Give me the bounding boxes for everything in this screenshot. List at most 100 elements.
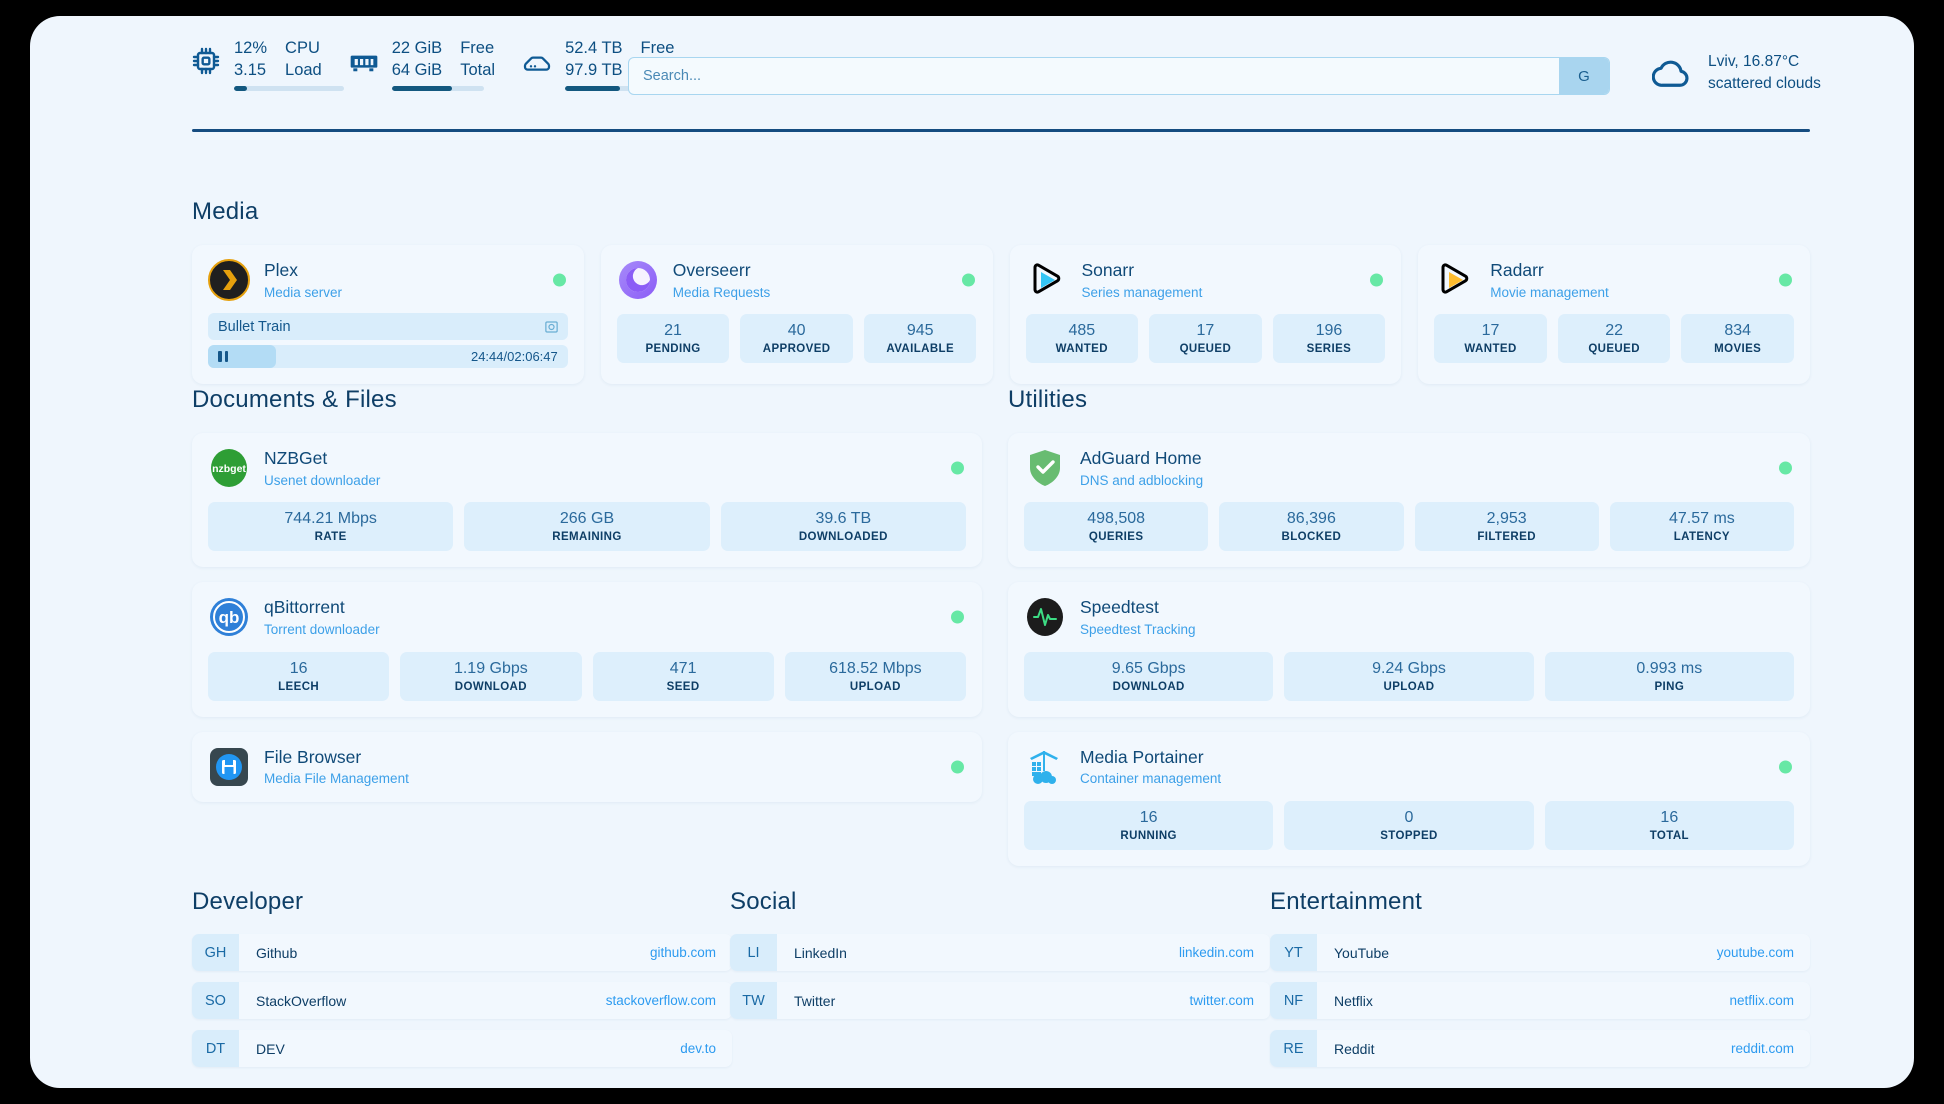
file-browser-subtitle: Media File Management [264,771,409,787]
service-card-qbittorrent[interactable]: qb qBittorrent Torrent downloader 16 LEE… [192,582,982,717]
speedtest-icon [1024,596,1066,638]
portainer-status-indicator [1779,760,1792,774]
portainer-total-value: 16 [1660,808,1679,826]
bookmark-linkedin[interactable]: LI LinkedIn linkedin.com [730,934,1270,971]
disk-icon [521,45,553,77]
plex-progress-fill [208,345,277,369]
svg-text:qb: qb [219,608,240,627]
bookmark-github[interactable]: GH Github github.com [192,934,732,971]
cpu-label-line1: CPU [285,38,320,57]
qbittorrent-stat-upload: 618.52 Mbps UPLOAD [784,651,966,701]
adguard-latency-value: 47.57 ms [1668,510,1735,528]
bookmark-name: Reddit [1334,1040,1375,1057]
search-bar[interactable]: G [628,57,1610,95]
adguard-stat-blocked: 86,396 BLOCKED [1219,502,1404,552]
nzbget-remaining-label: REMAINING [552,531,622,544]
bookmark-group-entertainment: Entertainment YT YouTube youtube.com NF … [1270,888,1810,1078]
bookmark-abbr: SO [192,982,239,1019]
overseerr-stat-pending: 21 PENDING [616,314,730,364]
section-utilities: Utilities AdGuard Home DNS and adblockin… [1008,386,1810,866]
service-card-adguard[interactable]: AdGuard Home DNS and adblocking 498,508 … [1008,433,1810,568]
bookmark-url: netflix.com [1729,993,1794,1008]
plex-total: 02:06:47 [507,349,558,365]
bookmark-stackoverflow[interactable]: SO StackOverflow stackoverflow.com [192,982,732,1019]
portainer-stat-running: 16 RUNNING [1024,800,1274,850]
adguard-name: AdGuard Home [1080,448,1202,468]
service-card-nzbget[interactable]: nzbget NZBGet Usenet downloader 744.21 M… [192,433,982,568]
radarr-queued-value: 22 [1605,322,1624,340]
bookmark-title-social: Social [730,888,797,915]
cpu-usage-value: 12% [234,38,268,57]
portainer-stat-total: 16 TOTAL [1544,800,1794,850]
google-search-button[interactable]: G [1559,58,1609,94]
qbittorrent-stat-download: 1.19 Gbps DOWNLOAD [400,651,582,701]
bookmark-youtube[interactable]: YT YouTube youtube.com [1270,934,1810,971]
adguard-subtitle: DNS and adblocking [1080,472,1204,488]
weather-widget: Lviv, 16.87°C scattered clouds [1652,51,1821,96]
bookmark-netflix[interactable]: NF Netflix netflix.com [1270,982,1810,1019]
qbittorrent-stat-seed: 471 SEED [592,651,774,701]
speedtest-name: Speedtest [1080,597,1159,618]
qbittorrent-leech-value: 16 [289,659,308,677]
pause-icon[interactable] [218,351,228,363]
cloud-icon [1652,52,1694,94]
adguard-queries-label: QUERIES [1088,531,1144,544]
radarr-movies-value: 834 [1724,322,1752,340]
service-card-file-browser[interactable]: File Browser Media File Management [192,731,982,802]
bookmark-name: Github [256,944,298,961]
plex-progress-bar[interactable]: 24:44/02:06:47 [208,345,568,369]
bookmark-twitter[interactable]: TW Twitter twitter.com [730,982,1270,1019]
cast-icon[interactable] [544,319,559,334]
nzbget-stat-remaining: 266 GB REMAINING [464,502,710,552]
service-card-overseerr[interactable]: Overseerr Media Requests 21 PENDING 40 A… [600,245,993,385]
qbittorrent-seed-label: SEED [666,680,700,693]
sonarr-stat-queued: 17 QUEUED [1149,314,1262,364]
qbittorrent-download-label: DOWNLOAD [454,680,527,693]
sonarr-series-value: 196 [1315,322,1343,340]
service-card-radarr[interactable]: Radarr Movie management 17 WANTED 22 QUE… [1418,245,1810,385]
section-documents: Documents & Files nzbget NZBGet Usenet d… [192,386,982,802]
nzbget-stat-rate: 744.21 Mbps RATE [208,502,454,552]
service-card-portainer[interactable]: Media Portainer Container management 16 … [1008,731,1810,866]
portainer-stat-stopped: 0 STOPPED [1284,800,1534,850]
qbittorrent-stat-leech: 16 LEECH [208,651,390,701]
adguard-stat-queries: 498,508 QUERIES [1024,502,1209,552]
bookmark-group-social: Social LI LinkedIn linkedin.com TW Twitt… [730,888,1270,1030]
search-input[interactable] [629,58,1559,94]
bookmark-reddit[interactable]: RE Reddit reddit.com [1270,1030,1810,1067]
sonarr-queued-value: 17 [1196,322,1215,340]
plex-time: 24:44/02:06:47 [471,349,558,364]
bookmark-group-developer: Developer GH Github github.com SO StackO… [192,888,732,1078]
radarr-subtitle: Movie management [1490,284,1609,300]
service-card-sonarr[interactable]: Sonarr Series management 485 WANTED 17 Q… [1009,245,1402,385]
nzbget-subtitle: Usenet downloader [264,472,381,488]
bookmark-abbr: DT [192,1030,239,1067]
svg-text:nzbget: nzbget [212,463,246,475]
plex-now-playing[interactable]: Bullet Train [208,313,568,341]
memory-total-value: 64 GiB [391,61,443,79]
bookmark-url: github.com [649,945,716,960]
service-card-plex[interactable]: Plex Media server Bullet Train [192,245,584,385]
adguard-icon [1024,447,1066,489]
bookmark-dev[interactable]: DT DEV dev.to [192,1030,732,1067]
service-card-speedtest[interactable]: Speedtest Speedtest Tracking 9.65 Gbps D… [1008,582,1810,717]
adguard-latency-label: LATENCY [1673,531,1730,544]
bookmark-url: stackoverflow.com [605,993,716,1008]
radarr-stat-wanted: 17 WANTED [1434,314,1547,364]
plex-status-indicator [552,273,566,287]
bookmark-title-entertainment: Entertainment [1270,888,1423,915]
overseerr-pending-value: 21 [664,322,682,340]
qbittorrent-upload-label: UPLOAD [849,680,901,693]
nzbget-stat-downloaded: 39.6 TB DOWNLOADED [720,502,966,552]
overseerr-subtitle: Media Requests [672,284,771,300]
overseerr-stat-approved: 40 APPROVED [740,314,853,364]
bookmark-name: DEV [256,1040,285,1057]
section-title-media: Media [192,198,259,225]
bookmark-name: LinkedIn [794,944,847,961]
memory-free-value: 22 GiB [391,38,443,57]
bookmark-url: reddit.com [1730,1041,1794,1056]
system-stats: 12% 3.15 CPU Load [190,37,675,96]
radarr-name: Radarr [1490,260,1544,280]
sonarr-stat-wanted: 485 WANTED [1025,314,1139,364]
speedtest-download-label: DOWNLOAD [1112,680,1185,693]
